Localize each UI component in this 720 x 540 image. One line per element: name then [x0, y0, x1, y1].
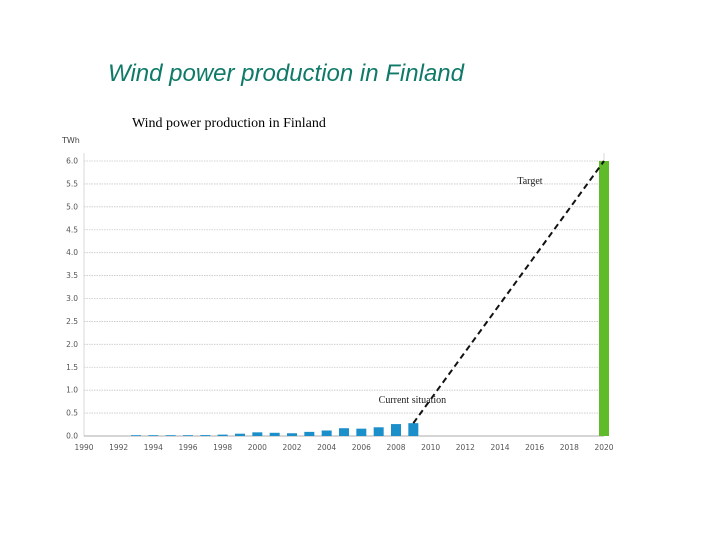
production-bar — [373, 427, 384, 436]
x-tick-label: 1992 — [109, 443, 128, 452]
y-tick-label: 0.5 — [66, 409, 78, 418]
y-tick-label: 4.5 — [66, 225, 78, 234]
y-axis-unit-label: TWh — [61, 136, 80, 145]
production-bar — [131, 435, 141, 436]
production-bar — [287, 433, 297, 436]
x-tick-label: 2018 — [560, 443, 579, 452]
x-tick-label: 2014 — [490, 443, 509, 452]
y-tick-label: 3.5 — [66, 271, 78, 280]
production-bar — [148, 435, 159, 436]
x-tick-label: 2010 — [421, 443, 440, 452]
y-tick-label: 5.5 — [66, 179, 78, 188]
x-tick-label: 1990 — [74, 443, 93, 452]
production-bar — [269, 432, 280, 436]
x-tick-label: 1996 — [178, 443, 197, 452]
production-bar — [408, 423, 419, 436]
production-bar — [183, 435, 193, 436]
y-tick-label: 4.0 — [66, 248, 78, 257]
x-tick-label: 2008 — [386, 443, 405, 452]
x-tick-label: 2000 — [248, 443, 267, 452]
y-tick-label: 3.0 — [66, 294, 78, 303]
production-bar — [339, 428, 349, 436]
production-bar — [200, 435, 211, 436]
production-bar — [235, 433, 245, 436]
x-tick-label: 1994 — [144, 443, 163, 452]
target-bar — [599, 161, 609, 436]
x-tick-label: 2012 — [456, 443, 475, 452]
y-tick-label: 0.0 — [66, 432, 78, 441]
production-bar — [356, 428, 367, 436]
x-tick-label: 2006 — [352, 443, 371, 452]
y-tick-label: 2.0 — [66, 340, 78, 349]
production-bar — [165, 435, 176, 436]
target-label: Target — [517, 176, 542, 187]
x-tick-label: 1998 — [213, 443, 232, 452]
trend-line — [412, 160, 605, 424]
y-tick-label: 1.5 — [66, 363, 78, 372]
production-bar — [304, 431, 315, 436]
chart-title: Wind power production in Finland — [132, 116, 326, 131]
current-situation-label: Current situation — [379, 395, 447, 406]
x-tick-label: 2004 — [317, 443, 336, 452]
plot-area — [84, 153, 604, 436]
y-tick-label: 1.0 — [66, 386, 78, 395]
y-tick-label: 5.0 — [66, 202, 78, 211]
x-tick-label: 2002 — [282, 443, 301, 452]
production-bar — [217, 434, 228, 436]
x-tick-label: 2020 — [594, 443, 613, 452]
x-tick-label: 2016 — [525, 443, 544, 452]
y-tick-label: 2.5 — [66, 317, 78, 326]
y-tick-label: 6.0 — [66, 157, 78, 166]
production-bar — [321, 430, 332, 436]
slide-title: Wind power production in Finland — [108, 60, 464, 87]
production-bar — [391, 424, 401, 436]
production-bar — [252, 432, 263, 436]
